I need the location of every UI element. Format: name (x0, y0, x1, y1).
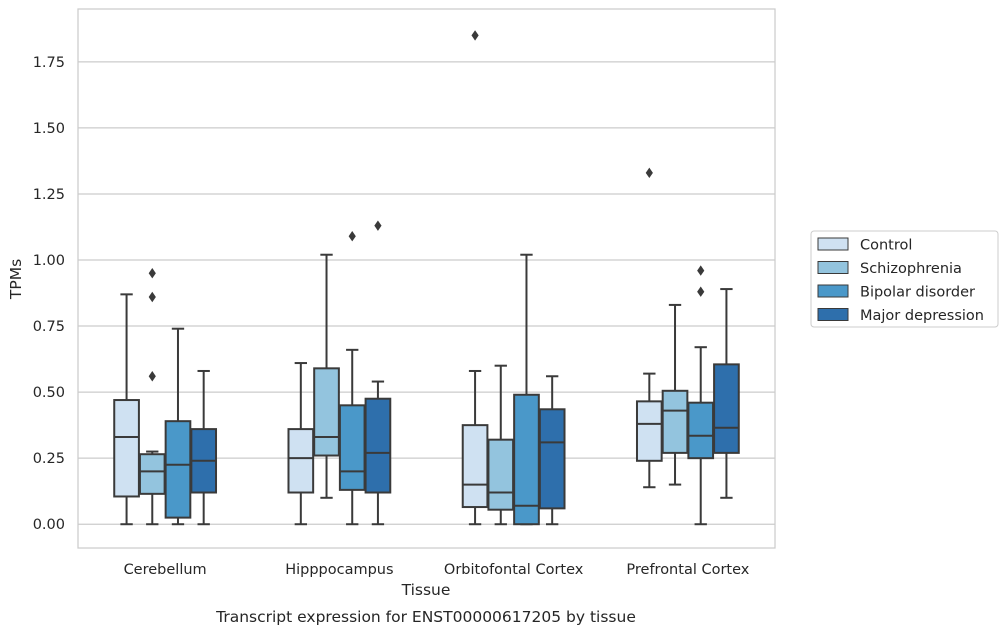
iqr-box (661, 389, 689, 454)
iqr-box (338, 404, 366, 491)
box-orbitofontal-cortex-bipolar-disorder (513, 253, 540, 526)
outlier-point (374, 220, 382, 231)
iqr-box (364, 397, 392, 494)
box-orbitofontal-cortex-major-depression (538, 375, 566, 526)
boxes (113, 30, 740, 526)
outlier-point (348, 231, 356, 242)
iqr-box (164, 420, 192, 519)
box-hipppocampus-bipolar-disorder (338, 231, 366, 526)
legend-frame (810, 230, 999, 328)
outlier-point (148, 371, 156, 382)
box-prefrontal-cortex-schizophrenia (661, 303, 689, 486)
outlier-point (697, 286, 705, 297)
legend-swatch (817, 237, 849, 251)
legend-label: Schizophrenia (860, 261, 962, 277)
box-orbitofontal-cortex-schizophrenia (487, 364, 515, 526)
x-tick-label: Hipppocampus (285, 562, 393, 578)
legend-swatch (817, 284, 849, 298)
y-tick-label: 1.25 (33, 187, 65, 203)
y-tick-label: 0.00 (33, 517, 65, 533)
box-cerebellum-control (113, 293, 140, 526)
outlier-point (697, 265, 705, 276)
legend-label: Control (860, 238, 912, 254)
y-axis-title: TPMs (7, 259, 25, 300)
box-hipppocampus-control (287, 362, 315, 526)
box-prefrontal-cortex-major-depression (713, 288, 740, 499)
iqr-box (113, 399, 140, 498)
legend-label: Major depression (860, 308, 984, 324)
box-prefrontal-cortex-control (635, 167, 663, 489)
y-tick-label: 1.75 (33, 55, 65, 71)
box-cerebellum-schizophrenia (138, 268, 166, 526)
iqr-box (138, 453, 166, 495)
legend-swatch (817, 308, 849, 321)
iqr-box (313, 367, 340, 457)
iqr-box (487, 438, 515, 511)
iqr-box (687, 401, 715, 460)
x-axis-title: Tissue (401, 581, 451, 599)
iqr-box (287, 428, 315, 494)
legend: Control Schizophrenia Bipolar disorder Majo… (810, 230, 999, 328)
outlier-point (645, 167, 653, 179)
box-prefrontal-cortex-bipolar-disorder (687, 265, 715, 526)
x-tick-label: Orbitofontal Cortex (444, 562, 584, 578)
x-tick-label: Prefrontal Cortex (626, 562, 749, 578)
box-hipppocampus-major-depression (364, 220, 392, 526)
box-orbitofontal-cortex-control (461, 30, 489, 526)
x-tick-labels: Cerebellum Hipppocampus Orbitofontal Corte… (124, 562, 750, 578)
y-tick-label: 1.50 (33, 121, 65, 137)
iqr-box (713, 363, 740, 454)
x-tick-label: Cerebellum (124, 562, 207, 578)
iqr-box (513, 393, 540, 526)
y-tick-labels: 0.00 0.25 0.50 0.75 1.00 1.25 1.50 1.75 (33, 55, 65, 533)
legend-swatch (817, 261, 849, 274)
iqr-box (538, 408, 566, 510)
box-cerebellum-bipolar-disorder (164, 327, 192, 526)
legend-label: Bipolar disorder (860, 285, 975, 301)
box-hipppocampus-schizophrenia (313, 253, 340, 499)
outlier-point (471, 30, 479, 41)
outlier-point (148, 268, 156, 279)
box-cerebellum-major-depression (190, 369, 218, 526)
plot-frame (77, 8, 776, 549)
chart-caption: Transcript expression for ENST0000061720… (215, 608, 636, 626)
iqr-box (461, 424, 489, 509)
y-tick-label: 1.00 (33, 253, 65, 269)
y-tick-label: 0.50 (33, 385, 65, 401)
outlier-point (148, 291, 156, 303)
y-tick-label: 0.75 (33, 319, 65, 335)
iqr-box (635, 400, 663, 462)
y-tick-label: 0.25 (33, 451, 65, 467)
